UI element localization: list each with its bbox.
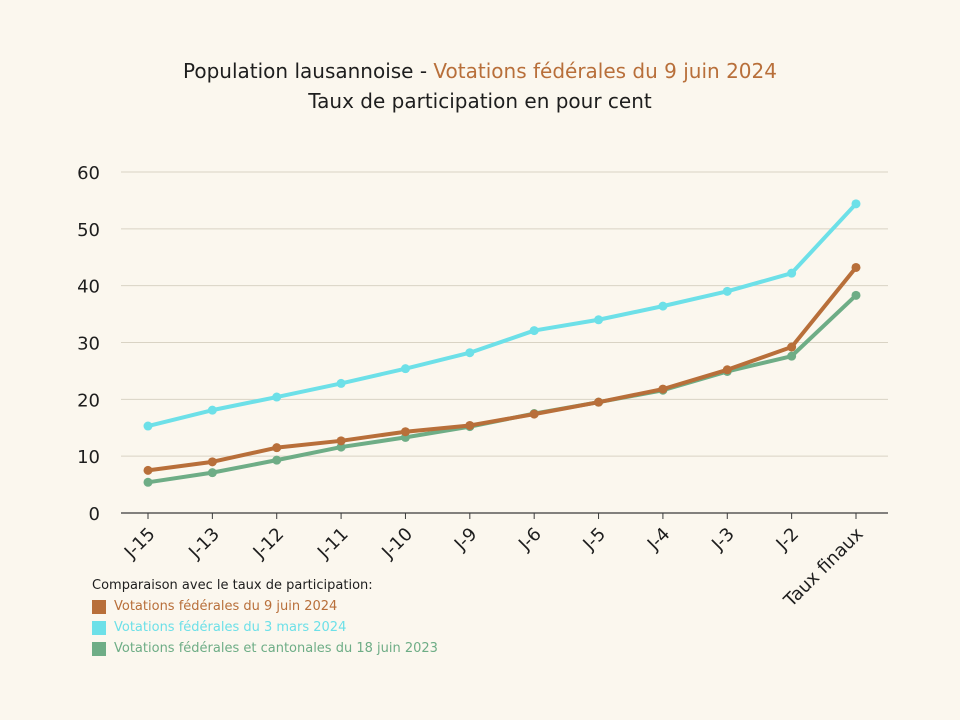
chart-title: Population lausannoise - Votations fédér… — [0, 56, 960, 86]
y-tick-label: 20 — [77, 390, 100, 411]
legend-item: Votations fédérales du 9 juin 2024 — [92, 596, 438, 617]
chart-title-main: Population lausannoise - — [183, 59, 434, 83]
gridlines — [121, 171, 888, 457]
legend-heading: Comparaison avec le taux de participatio… — [92, 578, 373, 593]
data-point — [272, 392, 282, 402]
series-layer — [143, 199, 861, 487]
legend-swatch — [92, 599, 106, 614]
legend-label: Votations fédérales et cantonales du 18 … — [114, 641, 438, 656]
data-point — [465, 348, 475, 358]
series-group — [143, 262, 861, 475]
x-tick-label: J-2 — [772, 524, 804, 556]
x-tick-label: J-13 — [184, 524, 224, 564]
data-point — [787, 342, 797, 352]
data-point — [400, 364, 410, 374]
series-group — [143, 199, 861, 431]
y-tick-label: 60 — [77, 163, 100, 184]
data-point — [465, 420, 475, 430]
data-point — [594, 315, 604, 325]
data-point — [143, 421, 153, 431]
legend-swatch — [92, 641, 106, 656]
x-tick-label: J-3 — [707, 524, 739, 556]
x-tick-label: J-6 — [514, 524, 546, 556]
data-point — [722, 365, 732, 375]
data-point — [594, 397, 604, 407]
legend-items: Votations fédérales du 9 juin 2024 Votati… — [92, 596, 438, 659]
data-point — [207, 468, 217, 478]
y-tick-label: 50 — [77, 220, 100, 241]
x-tick-label: J-10 — [377, 524, 417, 564]
legend-swatch — [92, 620, 106, 635]
series-line — [146, 265, 858, 473]
data-point — [143, 477, 153, 487]
legend-item: Votations fédérales et cantonales du 18 … — [92, 638, 438, 659]
axes: 0 10 20 30 40 50 60 J-15 J-13 J-12 J-11 J-10 J-9 J-6 J… — [77, 163, 888, 612]
x-tick-label: J-12 — [249, 524, 289, 564]
series-group — [143, 290, 861, 487]
data-point — [529, 409, 539, 419]
data-point — [787, 351, 797, 361]
data-point — [272, 455, 282, 465]
chart-title-accent: Votations fédérales du 9 juin 2024 — [433, 59, 777, 83]
data-point — [658, 384, 668, 394]
chart-subtitle: Taux de participation en pour cent — [308, 89, 652, 113]
y-tick-label: 0 — [89, 504, 100, 525]
y-tick-label: 30 — [77, 334, 100, 355]
data-point — [851, 262, 861, 272]
data-point — [851, 290, 861, 300]
data-point — [658, 301, 668, 311]
y-tick-label: 40 — [77, 277, 100, 298]
data-point — [272, 443, 282, 453]
x-tick-label: J-4 — [643, 524, 675, 556]
chart-title-block: Population lausannoise - Votations fédér… — [0, 56, 960, 116]
data-point — [207, 405, 217, 415]
data-point — [336, 442, 346, 452]
legend: Comparaison avec le taux de participatio… — [92, 575, 438, 659]
series-line — [146, 201, 858, 429]
data-point — [336, 378, 346, 388]
data-point — [143, 465, 153, 475]
data-point — [529, 326, 539, 336]
data-point — [722, 286, 732, 296]
legend-label: Votations fédérales du 9 juin 2024 — [114, 599, 338, 614]
data-point — [336, 436, 346, 446]
x-tick-label: J-5 — [579, 524, 611, 556]
data-point — [207, 457, 217, 467]
legend-item: Votations fédérales du 3 mars 2024 — [92, 617, 438, 638]
data-point — [851, 199, 861, 209]
x-tick-label: J-9 — [450, 524, 482, 556]
x-tick-label: J-11 — [313, 524, 353, 564]
data-point — [787, 268, 797, 278]
x-tick-label: J-15 — [120, 524, 160, 564]
data-point — [400, 427, 410, 437]
legend-label: Votations fédérales du 3 mars 2024 — [114, 620, 347, 635]
y-tick-label: 10 — [77, 447, 100, 468]
